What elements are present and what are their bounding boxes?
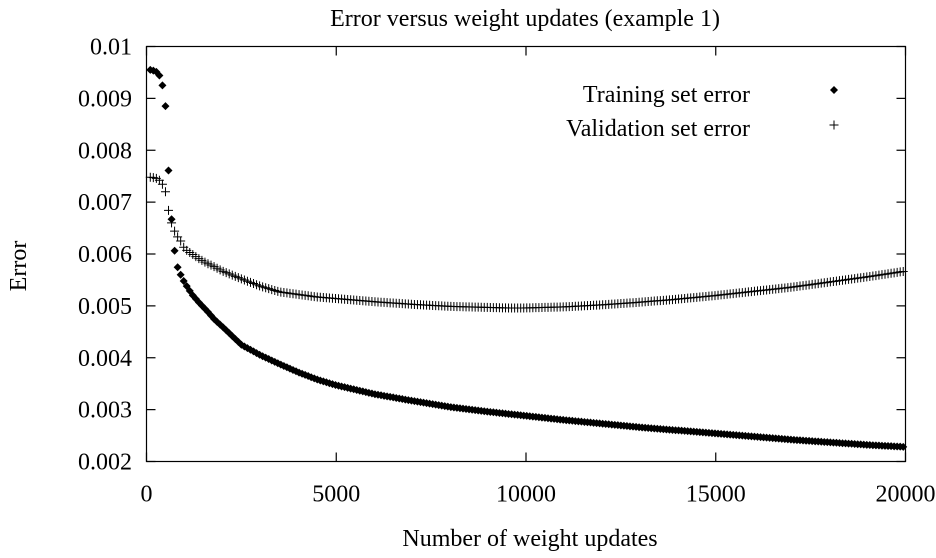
axis-tick-labels: 0 5000 10000 15000 20000 0.002 0.003 0.004 0.005…	[78, 35, 936, 508]
legend-label-training: Training set error	[583, 82, 750, 108]
legend-label-validation: Validation set error	[566, 116, 750, 142]
y-tick-label: 0.005	[78, 294, 132, 320]
legend: Training set error Validation set error	[566, 82, 750, 142]
training-error-point	[161, 102, 170, 111]
x-axis-label: Number of weight updates	[402, 526, 657, 552]
training-error-point	[155, 71, 164, 80]
axis-ticks	[145, 45, 907, 463]
training-error-point	[164, 166, 173, 175]
legend-symbol-validation	[829, 120, 839, 130]
validation-error-point	[167, 218, 177, 228]
validation-error-point	[157, 179, 167, 189]
y-tick-label: 0.002	[78, 450, 132, 476]
validation-error-point	[170, 226, 180, 236]
training-error-point	[158, 81, 167, 90]
legend-symbol-training	[830, 86, 838, 94]
x-tick-label: 0	[141, 482, 153, 508]
x-tick-label: 20000	[876, 482, 936, 508]
training-error-point	[179, 276, 188, 285]
data-marks	[145, 65, 908, 451]
plot-frame	[145, 45, 907, 463]
x-tick-label: 5000	[312, 482, 360, 508]
training-error-point	[176, 270, 185, 279]
validation-error-point	[898, 266, 908, 276]
y-tick-label: 0.004	[78, 346, 132, 372]
training-error-point	[170, 246, 179, 255]
training-error-point	[249, 347, 258, 356]
x-tick-label: 10000	[496, 482, 556, 508]
y-tick-label: 0.009	[78, 86, 132, 112]
validation-error-point	[164, 205, 174, 215]
validation-error-point	[160, 187, 170, 197]
y-tick-label: 0.008	[78, 138, 132, 164]
y-tick-label: 0.007	[78, 190, 132, 216]
x-tick-label: 15000	[686, 482, 746, 508]
y-tick-label: 0.003	[78, 398, 132, 424]
training-error-point	[173, 263, 182, 272]
training-error-point	[899, 442, 908, 451]
y-tick-label: 0.006	[78, 242, 132, 268]
y-axis-label: Error	[6, 241, 32, 292]
chart-title: Error versus weight updates (example 1)	[330, 6, 720, 32]
y-tick-label: 0.01	[90, 35, 132, 61]
validation-error-point	[176, 236, 186, 246]
